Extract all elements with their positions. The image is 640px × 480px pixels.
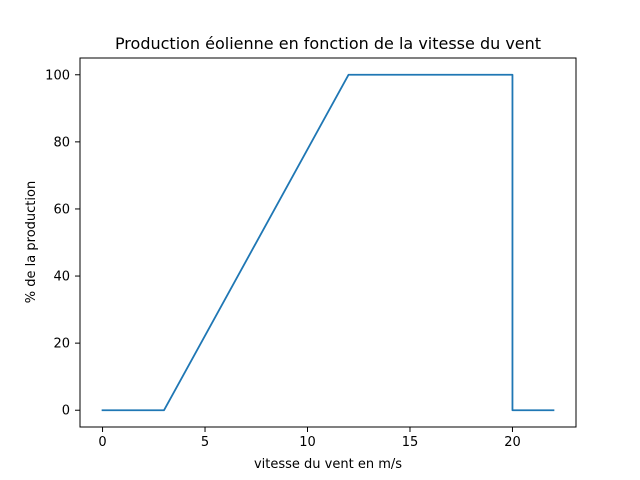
x-axis: 0 5 10 15 20 (98, 427, 521, 450)
y-tick-label: 100 (45, 68, 70, 83)
y-tick-label: 0 (62, 404, 70, 419)
x-axis-label: vitesse du vent en m/s (254, 457, 402, 472)
x-tick-label: 15 (402, 435, 419, 450)
chart-title: Production éolienne en fonction de la vi… (115, 34, 541, 53)
y-tick-label: 80 (53, 135, 70, 150)
x-tick-label: 5 (201, 435, 209, 450)
y-axis-label: % de la production (24, 181, 39, 303)
series-line (101, 73, 555, 412)
y-tick-label: 60 (53, 202, 70, 217)
plot-frame (79, 57, 577, 428)
plot-area (80, 58, 576, 427)
x-tick-label: 20 (504, 435, 521, 450)
y-tick-label: 20 (53, 337, 70, 352)
x-tick-label: 0 (98, 435, 106, 450)
y-axis: 0 20 40 60 80 100 (45, 68, 80, 419)
x-tick-label: 10 (299, 435, 316, 450)
y-tick-label: 40 (53, 270, 70, 285)
